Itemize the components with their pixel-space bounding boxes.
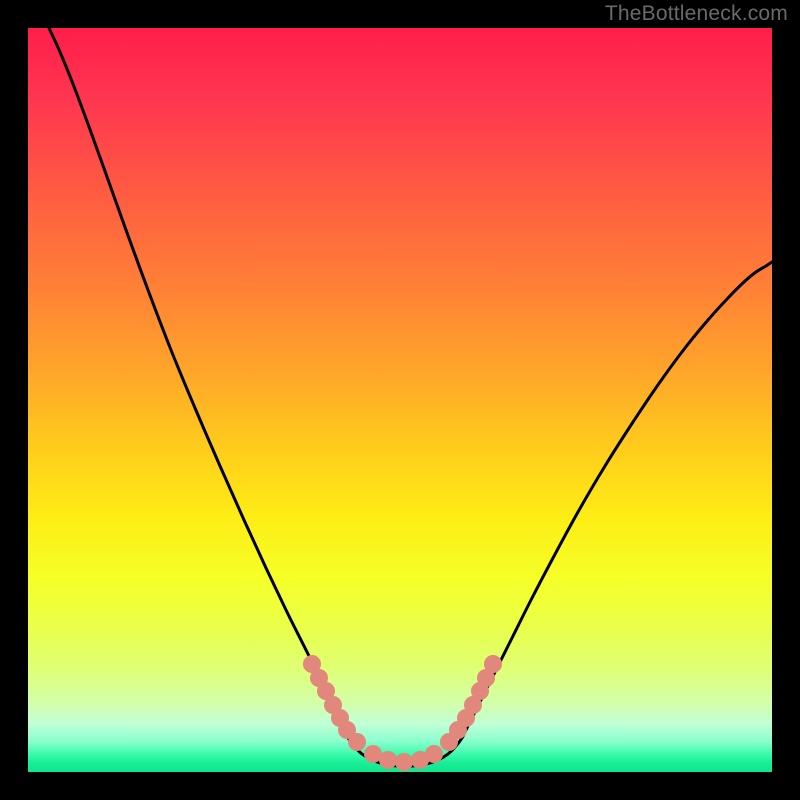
curves-overlay: [28, 28, 772, 772]
curve-marker: [484, 655, 502, 673]
curve-marker: [395, 753, 413, 771]
curve-marker: [348, 733, 366, 751]
curve-marker: [379, 751, 397, 769]
watermark-text: TheBottleneck.com: [605, 2, 788, 26]
curve-marker: [425, 745, 443, 763]
v-curve: [49, 28, 772, 766]
marker-group: [303, 655, 502, 771]
plot-area: [28, 28, 772, 772]
